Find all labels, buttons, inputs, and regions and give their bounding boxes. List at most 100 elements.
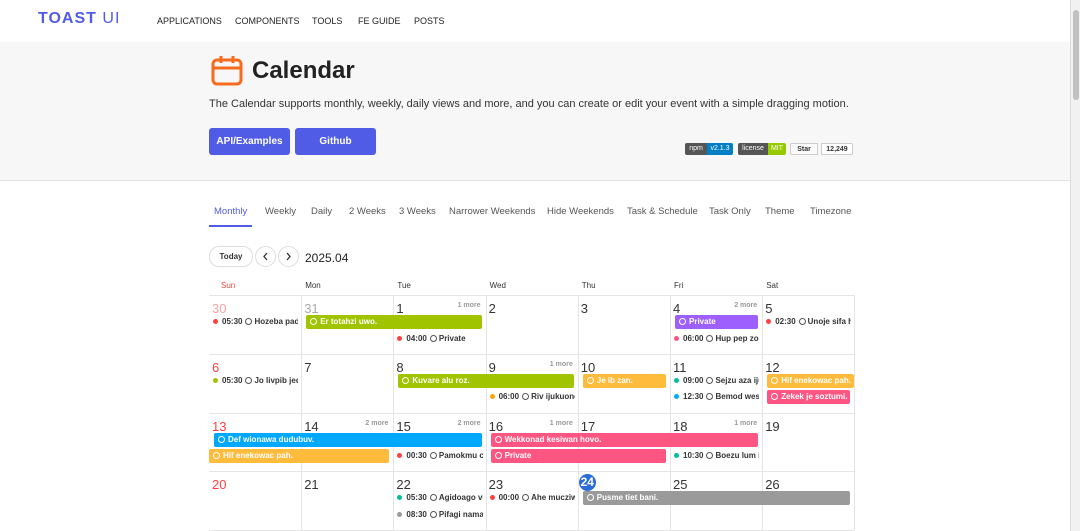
event-item[interactable]: 00:30 Pamokmu ca bbox=[393, 450, 483, 462]
event-bar[interactable]: Pusme tiet bani. bbox=[582, 491, 851, 506]
event-icon bbox=[218, 435, 225, 443]
date[interactable]: 12 bbox=[765, 359, 780, 375]
date[interactable]: 7 bbox=[304, 359, 312, 375]
tab[interactable]: 3 Weeks bbox=[399, 206, 436, 217]
header-button[interactable]: API/Examples bbox=[209, 128, 290, 155]
event-dot bbox=[213, 319, 218, 324]
nav-link[interactable]: POSTS bbox=[414, 16, 445, 26]
more-link[interactable]: 1 more bbox=[457, 302, 481, 309]
event-icon bbox=[494, 452, 502, 460]
more-link[interactable]: 1 more bbox=[734, 419, 758, 427]
badge[interactable]: npm v2.1.3 bbox=[685, 143, 733, 155]
tab[interactable]: Monthly bbox=[214, 206, 248, 217]
date[interactable]: 9 bbox=[488, 359, 496, 375]
more-link[interactable]: 1 more bbox=[549, 360, 573, 368]
event-title: Private bbox=[504, 451, 532, 461]
next-button[interactable] bbox=[278, 246, 299, 267]
badge[interactable]: Star 12,249 bbox=[790, 143, 853, 155]
event-title: Hif enekowac pah. bbox=[223, 451, 293, 461]
date[interactable]: 11 bbox=[673, 359, 687, 375]
event-bar[interactable]: Je ib zan. bbox=[582, 373, 666, 388]
event-item[interactable]: 10:30 Boezu lum ilg bbox=[670, 450, 759, 462]
date[interactable]: 14 bbox=[304, 418, 319, 434]
event-item[interactable]: 05:30 Agidoago vu bbox=[393, 492, 483, 504]
header-button[interactable]: Github bbox=[295, 128, 376, 155]
nav-link[interactable]: APPLICATIONS bbox=[157, 16, 222, 26]
date[interactable]: 2 bbox=[488, 301, 496, 316]
event-bar[interactable]: Private bbox=[675, 315, 759, 329]
date[interactable]: 23 bbox=[488, 477, 504, 493]
date[interactable]: 5 bbox=[765, 301, 773, 316]
event-bar[interactable]: Er totahzi uwo. bbox=[306, 315, 482, 329]
event-item[interactable]: 04:00 Private bbox=[393, 333, 482, 345]
tab[interactable]: Theme bbox=[765, 206, 795, 217]
tab[interactable]: Task Only bbox=[709, 206, 751, 217]
weekday: Wed bbox=[489, 281, 506, 290]
date[interactable]: 16 bbox=[488, 418, 504, 434]
date[interactable]: 31 bbox=[304, 301, 319, 316]
event-bar[interactable]: Wekkonad kesiwan hovo. bbox=[490, 432, 759, 447]
event-bar[interactable]: Zekek je soztumi. bbox=[767, 390, 851, 405]
date[interactable]: 21 bbox=[304, 477, 319, 493]
event-bar[interactable]: Private bbox=[490, 449, 666, 464]
event-item[interactable]: 06:00 Hup pep zok bbox=[670, 333, 759, 345]
event-item[interactable]: 05:30 Jo livpib jedo bbox=[209, 375, 298, 387]
event-dot bbox=[674, 394, 679, 400]
date[interactable]: 15 bbox=[396, 418, 411, 434]
date[interactable]: 6 bbox=[212, 359, 220, 375]
tab[interactable]: Daily bbox=[311, 206, 333, 217]
grid-line bbox=[209, 412, 855, 414]
date[interactable]: 3 bbox=[580, 301, 589, 316]
date[interactable]: 19 bbox=[765, 418, 780, 434]
date[interactable]: 18 bbox=[673, 418, 688, 434]
tab[interactable]: Task & Schedule bbox=[627, 206, 698, 217]
date[interactable]: 1 bbox=[396, 301, 404, 316]
logo[interactable]: TOAST UI bbox=[38, 10, 120, 28]
date[interactable]: 20 bbox=[212, 477, 227, 493]
badge[interactable]: license MIT bbox=[738, 143, 786, 155]
event-title: Boezu lum ilg bbox=[715, 451, 759, 461]
date[interactable]: 8 bbox=[396, 359, 404, 375]
more-link[interactable]: 2 more bbox=[734, 302, 758, 309]
event-item[interactable]: 02:30 Unoje sifa ha bbox=[762, 316, 851, 328]
tab[interactable]: Timezone bbox=[810, 206, 852, 217]
event-item[interactable]: 08:30 Pifagi nama bbox=[393, 509, 483, 521]
event-time: 06:00 bbox=[498, 392, 520, 402]
today-button[interactable]: Today bbox=[209, 246, 253, 267]
event-title: Riv ijukuone l bbox=[531, 392, 575, 402]
date[interactable]: 30 bbox=[212, 301, 227, 316]
more-link[interactable]: 2 more bbox=[457, 419, 481, 427]
event-item[interactable]: 05:30 Hozeba padt bbox=[209, 316, 298, 328]
nav-link[interactable]: COMPONENTS bbox=[235, 16, 300, 26]
tab[interactable]: Narrower Weekends bbox=[449, 206, 536, 217]
date[interactable]: 4 bbox=[673, 301, 681, 316]
event-item[interactable]: 00:00 Ahe mucziwk bbox=[486, 492, 575, 504]
event-icon bbox=[494, 435, 502, 443]
event-bar[interactable]: Hif enekowac pah. bbox=[209, 449, 390, 464]
nav-link[interactable]: TOOLS bbox=[312, 16, 343, 26]
date[interactable]: 26 bbox=[765, 477, 780, 493]
event-bar[interactable]: Kuvare alu roz. bbox=[398, 373, 574, 388]
date[interactable]: 25 bbox=[673, 477, 688, 493]
event-item[interactable]: 12:30 Bemod weso bbox=[670, 391, 759, 403]
more-link[interactable]: 1 more bbox=[549, 419, 573, 427]
event-bar[interactable]: Hif enekowac pah. bbox=[767, 373, 855, 388]
date[interactable]: 10 bbox=[580, 359, 596, 375]
event-item[interactable]: 06:00 Riv ijukuone l bbox=[486, 391, 575, 403]
more-link[interactable]: 2 more bbox=[365, 419, 389, 427]
tab[interactable]: Weekly bbox=[265, 206, 296, 217]
grid-line bbox=[485, 295, 487, 531]
event-title: Er totahzi uwo. bbox=[320, 317, 378, 326]
tab[interactable]: Hide Weekends bbox=[547, 206, 614, 217]
today-date[interactable]: 24 bbox=[578, 474, 596, 492]
date[interactable]: 22 bbox=[396, 477, 411, 493]
event-item[interactable]: 09:00 Sejzu aza ijuj bbox=[670, 375, 759, 387]
event-icon bbox=[310, 318, 318, 325]
tab[interactable]: 2 Weeks bbox=[349, 206, 386, 217]
month-label: 2025.04 bbox=[305, 251, 349, 265]
event-bar[interactable]: Def wionawa dudubuv. bbox=[214, 432, 482, 447]
date[interactable]: 17 bbox=[580, 418, 596, 434]
nav-link[interactable]: FE GUIDE bbox=[358, 16, 401, 26]
date[interactable]: 13 bbox=[212, 418, 227, 434]
prev-button[interactable] bbox=[255, 246, 276, 267]
